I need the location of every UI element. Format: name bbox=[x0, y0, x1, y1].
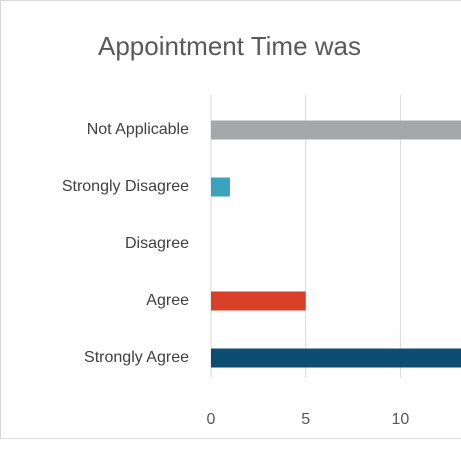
chart-title: Appointment Time was bbox=[98, 31, 361, 61]
y-tick-label: Strongly Disagree bbox=[62, 178, 189, 195]
bar bbox=[211, 291, 306, 311]
chart-frame bbox=[0, 0, 461, 439]
y-tick-label: Not Applicable bbox=[87, 121, 189, 138]
x-tick-label: 5 bbox=[301, 411, 310, 428]
bar bbox=[211, 120, 461, 140]
bar bbox=[211, 177, 230, 197]
x-tick-label: 0 bbox=[207, 411, 216, 428]
y-tick-label: Strongly Agree bbox=[84, 349, 189, 366]
x-tick-label: 10 bbox=[391, 411, 409, 428]
y-tick-label: Agree bbox=[146, 292, 189, 309]
bar bbox=[211, 348, 461, 368]
y-tick-label: Disagree bbox=[125, 235, 189, 252]
